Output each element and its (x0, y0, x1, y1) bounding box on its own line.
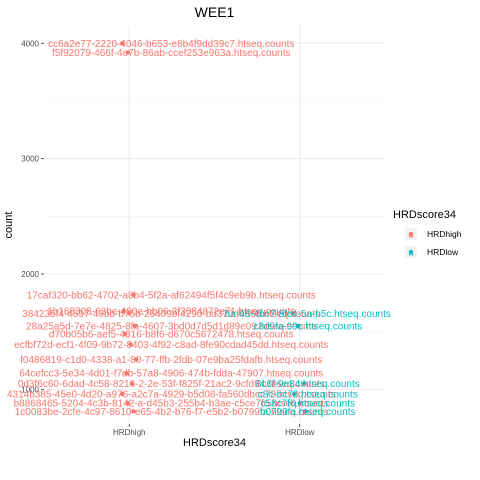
data-point (120, 41, 125, 46)
point-label: c8c-bc78.htseq.counts (258, 390, 358, 401)
point-label: d70b05b6-aef5-4316-b8f6-d670c5672478.hts… (49, 330, 294, 341)
point-label: f0486819-c1d0-4338-a1-80-77-ffb-2fdb-07e… (20, 355, 322, 366)
point-label: 1c0083be-2cfe-4c97-8610-e65-4b2-b76-f7-e… (15, 407, 328, 418)
x-tick-label: HRDlow (285, 428, 315, 437)
point-label: 384235f4-4697-49bb-b75b-26409bf4290-bd37… (22, 309, 320, 320)
point-label: c58c7f6.htseq.counts (260, 399, 355, 410)
y-axis-title: count (3, 212, 15, 239)
data-point (303, 409, 308, 414)
chart-title: WEE1 (195, 4, 235, 20)
point-label: c8d9fa-99c.htseq.counts (253, 321, 362, 332)
legend-label: HRDhigh (427, 229, 462, 239)
x-axis-title: HRDscore34 (183, 437, 246, 449)
data-point (121, 308, 126, 314)
y-tick-label: 2000 (21, 270, 39, 279)
data-point (296, 323, 301, 329)
legend-key-glyph: a (409, 249, 414, 258)
data-point (132, 323, 138, 329)
point-label: b8868465-5204-4c3b-8142-a-d45b3-255b4-b3… (14, 399, 329, 410)
point-label: 64cefcc3-5e34-4d01-f7db-57a8-4906-474b-f… (19, 369, 323, 380)
axis-ticks: 1000 2000 3000 4000 HRDhigh HRDlow (21, 39, 314, 437)
data-point (120, 391, 125, 397)
legend-key-glyph: a (409, 231, 414, 240)
data-point (297, 401, 302, 406)
data-point (131, 409, 136, 414)
point-label: 0d3f6c60-6dad-4c58-8216-2-2e-53f-f825f-2… (18, 379, 325, 390)
point-label: ecfbf72d-ecf1-4f09-9b72-8403-4f92-c8ad-8… (14, 340, 328, 351)
legend: HRDscore34 a HRDhigh a HRDlow (393, 209, 462, 258)
legend-label: HRDlow (427, 247, 459, 257)
data-point (131, 292, 136, 297)
legend-swatch (408, 249, 414, 255)
gridlines (44, 26, 385, 424)
data-point (122, 331, 128, 337)
data-point (134, 357, 139, 362)
y-tick-label: 3000 (21, 155, 39, 164)
data-point (128, 342, 133, 347)
point-label: ba-48-4bc7-8fc4-5a-b5c.htseq.counts (225, 309, 391, 320)
data-point (129, 381, 135, 386)
point-label: 8c6f-9e84.htseq.counts (256, 379, 360, 390)
point-label: 1b168308-63be-400e-bb06-3f3084872e71.hts… (47, 306, 295, 317)
data-point (125, 50, 131, 55)
data-point (127, 311, 132, 316)
y-tick-label: 4000 (21, 39, 39, 48)
data-point (125, 401, 131, 406)
data-point (291, 391, 297, 397)
data-point (124, 371, 129, 376)
legend-title: HRDscore34 (393, 209, 456, 221)
point-label: f5f92079-466f-4e7b-86ab-ccef253e963a.hts… (52, 48, 291, 59)
point-label: b0799fa.htseq.counts (260, 407, 356, 418)
y-tick-label: 1000 (21, 385, 39, 394)
point-label: cc6a2e77-2220-4046-b653-e8b4f9dd39c7.hts… (48, 39, 294, 50)
point-label: 4314b385-45e0-4d20-a976-a2c7a-4929-b5d08… (7, 390, 336, 401)
point-label: 17caf320-bb62-4702-a8b4-5f2a-af62494f5f4… (27, 290, 316, 301)
plot-panel (44, 26, 385, 424)
x-tick-label: HRDhigh (113, 428, 145, 437)
data-points (120, 41, 308, 414)
point-labels: cc6a2e77-2220-4046-b653-e8b4f9dd39c7.hts… (7, 39, 391, 418)
data-point (290, 311, 295, 316)
data-point (301, 381, 307, 386)
legend-swatch (408, 231, 414, 237)
point-label: 28a25a5d-7e7e-4825-8fa-4607-3bd0d7d5d1d8… (26, 321, 316, 332)
